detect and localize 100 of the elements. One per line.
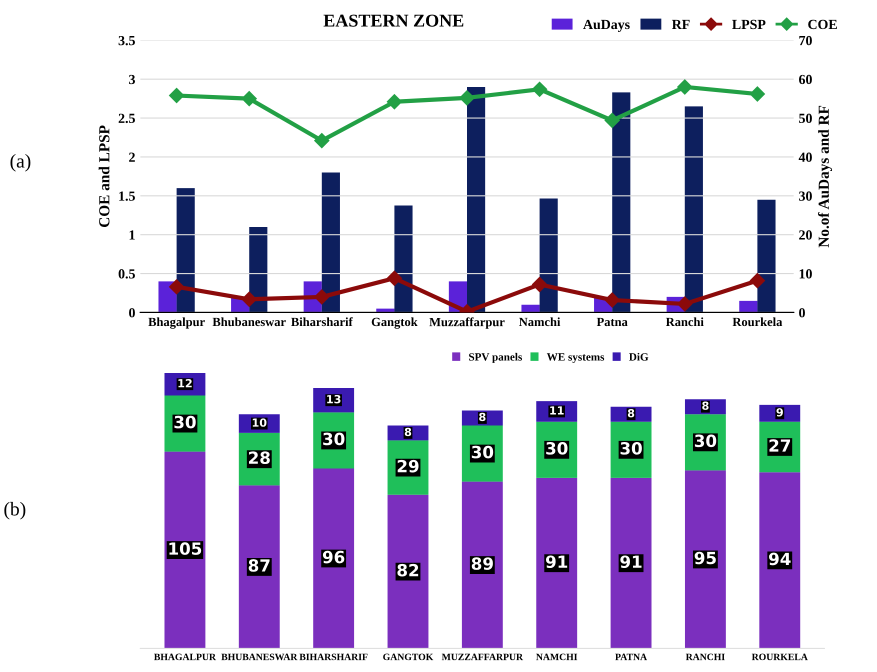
- data-label: 30: [472, 446, 494, 458]
- y2-tick-label: 40: [798, 152, 812, 162]
- legend-label: SPV panels: [469, 352, 522, 363]
- point: [677, 296, 692, 312]
- y2-tick-label: 20: [799, 230, 812, 240]
- data-label: 9: [776, 408, 783, 416]
- y-tick-label: 1: [130, 230, 135, 240]
- data-label: 28: [249, 451, 270, 464]
- point: [386, 94, 402, 110]
- x-tick-label: Rourkela: [732, 317, 782, 326]
- y-tick-label: 3.5: [118, 36, 135, 46]
- x-tick-label: Gangtok: [372, 317, 418, 329]
- data-label: 91: [620, 555, 642, 568]
- point: [169, 88, 184, 104]
- point: [386, 270, 402, 286]
- bar: [757, 200, 776, 312]
- bar: [394, 206, 413, 312]
- bar: [322, 172, 340, 312]
- y-tick-label: 0.5: [118, 269, 135, 279]
- y-axis-title: COE and LPSP: [98, 125, 110, 228]
- data-label: 30: [546, 442, 568, 455]
- bar: [176, 188, 195, 312]
- bar: [313, 468, 354, 648]
- x-tick-label: PATNA: [615, 654, 648, 660]
- point: [750, 86, 765, 102]
- data-label: 12: [178, 379, 192, 388]
- x-tick-label: ROURKELA: [752, 654, 808, 660]
- bar: [536, 478, 578, 648]
- text: (b): [4, 502, 26, 520]
- y-tick-label: 2: [129, 152, 135, 162]
- bar: [540, 198, 558, 312]
- bar: [610, 478, 652, 648]
- bar: [249, 226, 268, 312]
- data-label: 8: [702, 402, 709, 410]
- legend-label: DiG: [629, 352, 648, 361]
- x-tick-label: BHUBANESWAR: [221, 654, 298, 660]
- point: [604, 292, 620, 308]
- bar: [467, 86, 486, 312]
- y-tick-label: 0: [129, 308, 135, 318]
- x-tick-label: Biharsharif: [291, 317, 353, 326]
- x-tick-label: MUZZAFFARPUR: [442, 654, 524, 660]
- x-tick-label: BIHARSHARIF: [300, 654, 368, 660]
- data-label: 27: [769, 439, 790, 452]
- legend-label: LPSP: [732, 20, 766, 30]
- point: [532, 82, 548, 97]
- data-label: 10: [252, 418, 266, 427]
- legend-label: WE systems: [546, 353, 604, 363]
- x-tick-label: RANCHI: [686, 654, 725, 660]
- data-label: 8: [404, 428, 412, 436]
- x-tick-label: Muzzaffarpur: [429, 317, 505, 329]
- point: [532, 276, 548, 292]
- x-tick-label: Bhubaneswar: [212, 317, 286, 326]
- data-label: 30: [620, 442, 642, 455]
- data-label: 96: [322, 550, 344, 564]
- y2-tick-label: 70: [799, 36, 812, 46]
- x-tick-label: NAMCHI: [536, 654, 578, 660]
- bar: [739, 300, 758, 312]
- data-label: 11: [550, 406, 564, 414]
- point: [242, 292, 257, 307]
- bar: [164, 452, 206, 648]
- point: [750, 273, 765, 288]
- bar: [521, 304, 540, 312]
- data-label: 29: [398, 460, 419, 472]
- point: [314, 289, 330, 304]
- y2-tick-label: 50: [799, 114, 812, 124]
- bar: [612, 92, 630, 312]
- legend-label: RF: [672, 20, 690, 29]
- point: [242, 91, 257, 106]
- chart-title: EASTERN ZONE: [324, 14, 464, 27]
- data-label: 91: [546, 555, 568, 568]
- bar: [462, 482, 503, 648]
- data-label: 94: [769, 552, 791, 566]
- data-label: 105: [169, 542, 202, 555]
- bar: [759, 472, 800, 648]
- y-tick-label: 1.5: [119, 191, 135, 201]
- bar: [238, 485, 280, 648]
- data-label: 87: [248, 559, 270, 572]
- data-label: 95: [694, 552, 716, 564]
- point: [459, 90, 475, 106]
- data-label: 30: [174, 416, 196, 428]
- data-label: 30: [323, 432, 344, 446]
- point: [169, 279, 184, 294]
- point: [314, 133, 330, 148]
- x-tick-label: BHAGALPUR: [154, 654, 216, 660]
- data-label: 82: [397, 564, 418, 576]
- x-tick-label: Ranchi: [666, 317, 704, 326]
- point: [604, 112, 620, 128]
- text: (a): [10, 154, 30, 172]
- y-tick-label: 3: [129, 74, 135, 84]
- data-label: 89: [472, 557, 493, 570]
- bar: [684, 106, 703, 312]
- y-tick-label: 2.5: [118, 114, 135, 124]
- data-label: 8: [479, 412, 486, 422]
- legend-label: AuDays: [583, 20, 630, 32]
- bar: [684, 470, 726, 648]
- y2-axis-title: No.of AuDays and RF: [818, 106, 832, 248]
- x-tick-label: Patna: [596, 318, 628, 326]
- y2-tick-label: 0: [799, 308, 805, 318]
- x-tick-label: GANGTOK: [383, 654, 434, 660]
- legend-label: COE: [808, 20, 837, 30]
